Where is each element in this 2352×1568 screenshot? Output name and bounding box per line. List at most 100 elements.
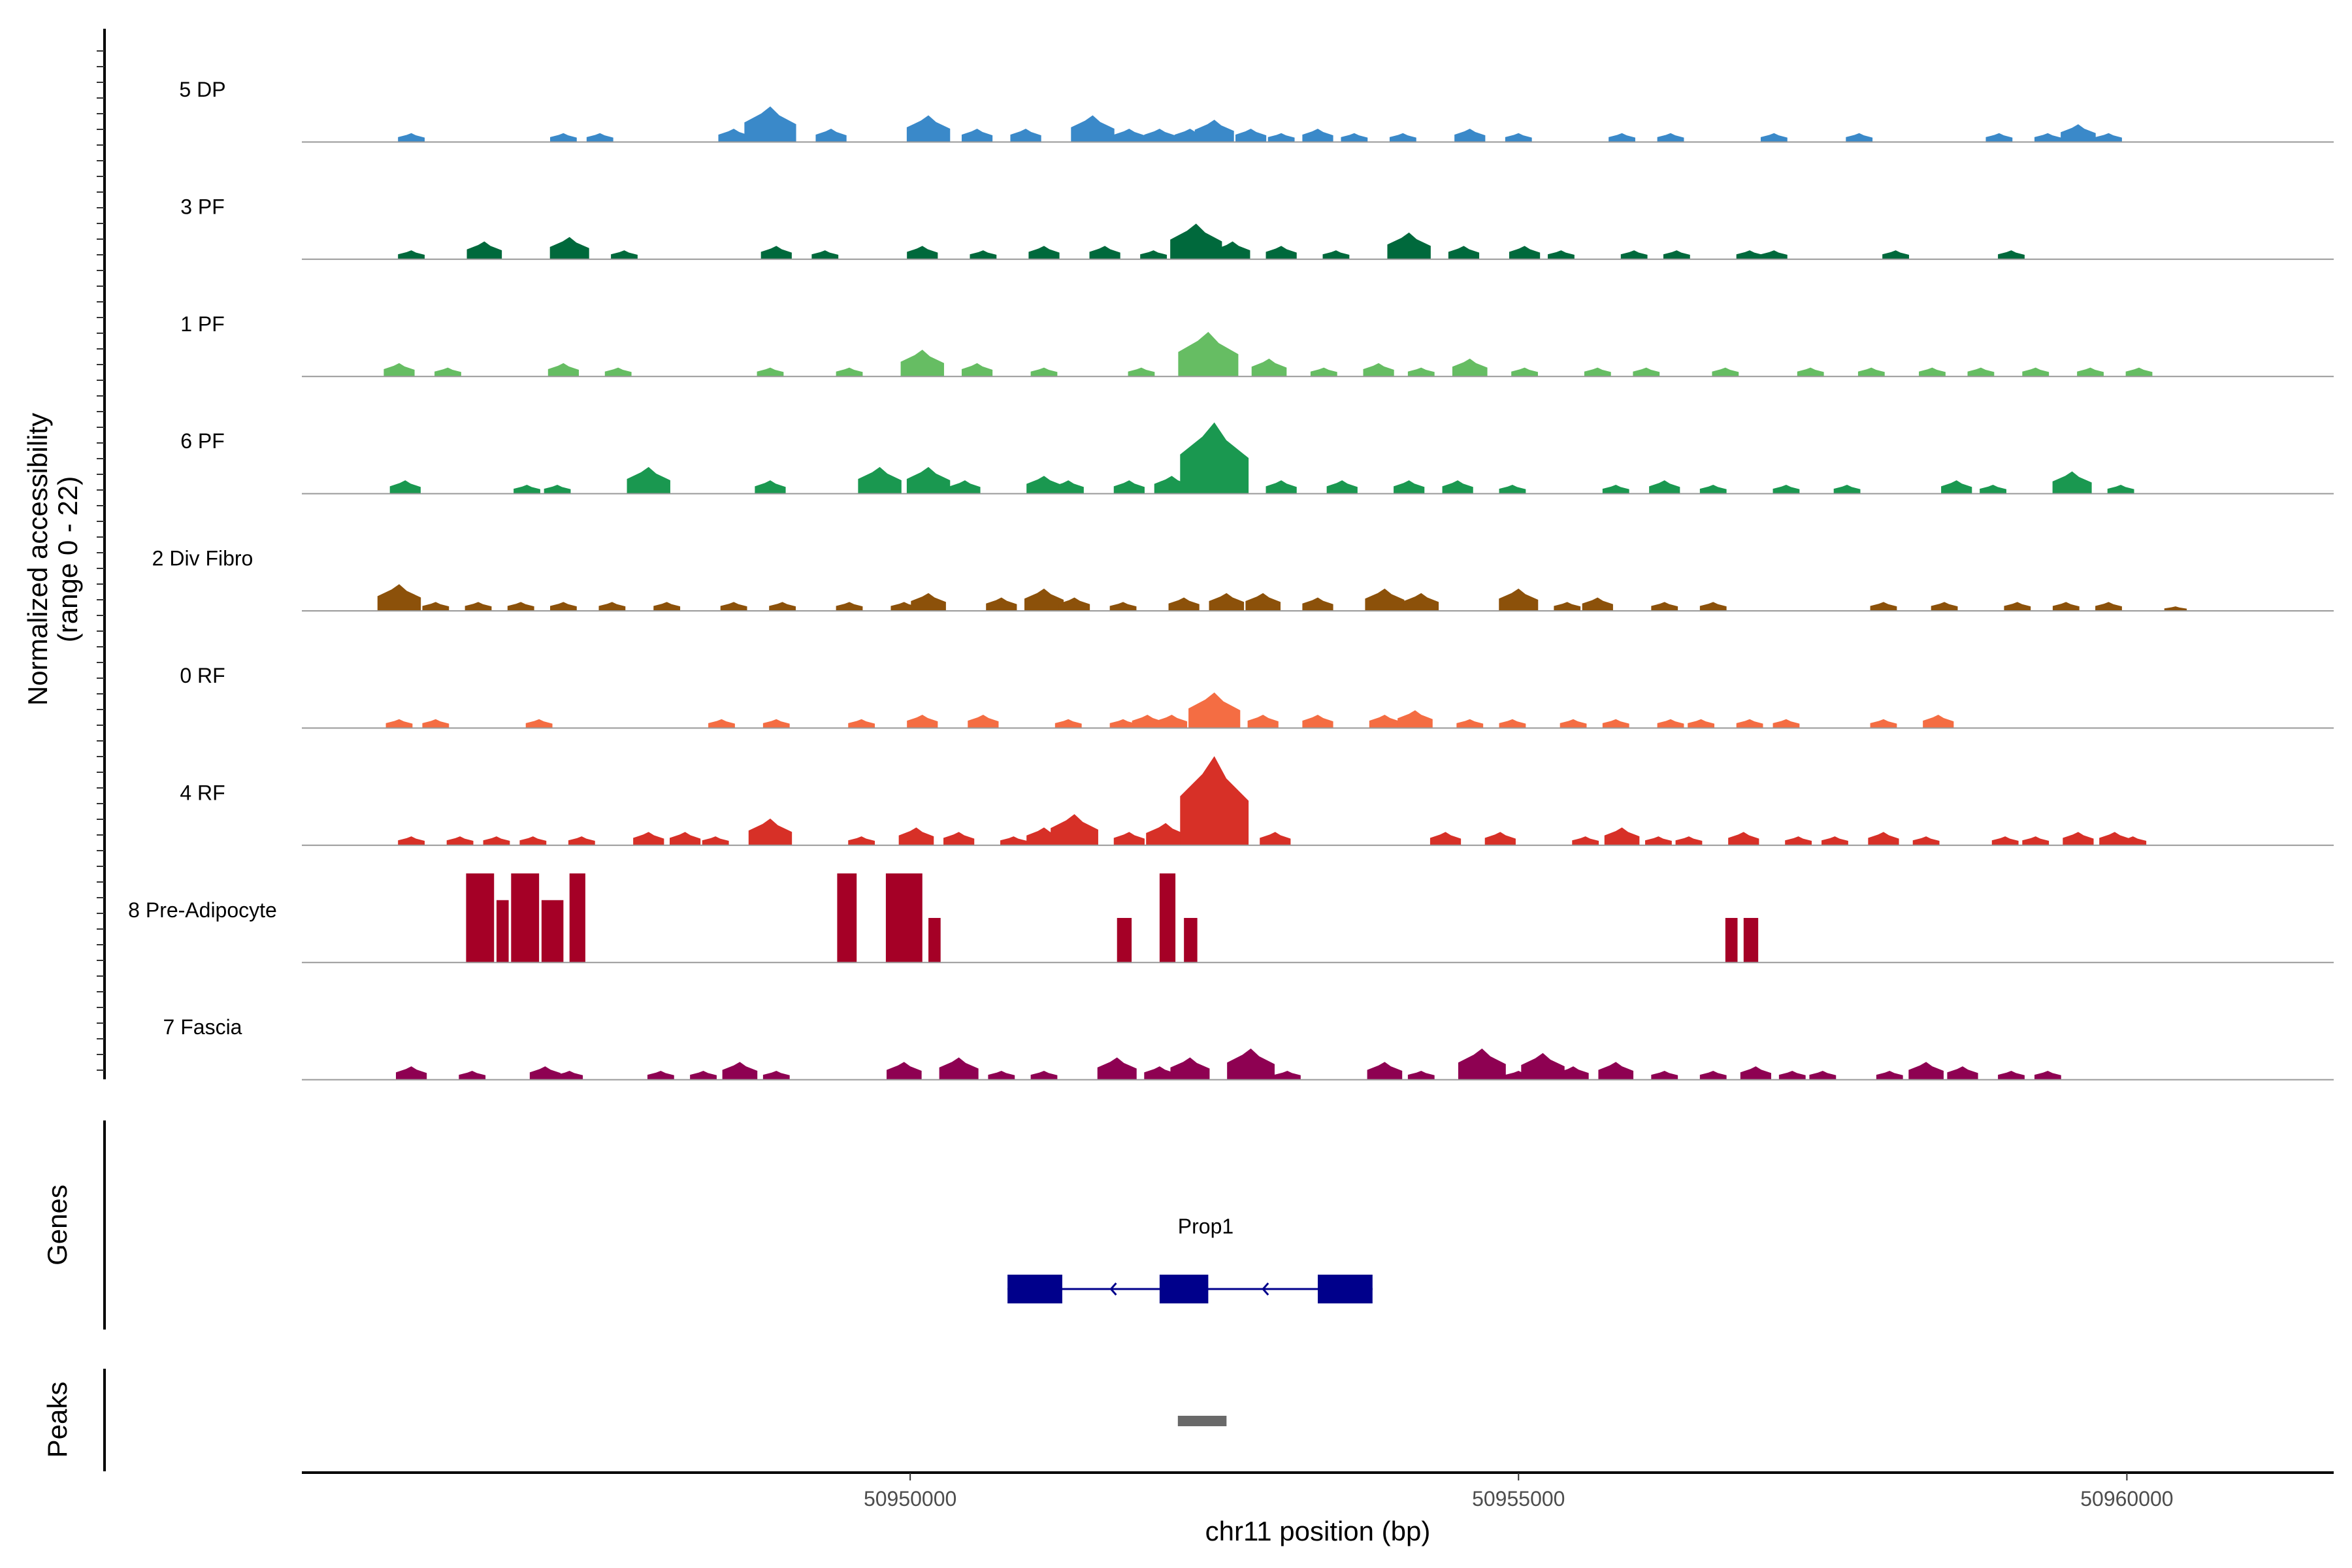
accessibility-peak — [1598, 1062, 1634, 1080]
peaks-panel: Peaks — [42, 1369, 1227, 1471]
accessibility-peak — [1058, 597, 1090, 611]
accessibility-peak — [1870, 719, 1897, 728]
accessibility-peak — [465, 602, 492, 611]
track-4-rf: 4 RF — [180, 756, 2334, 846]
accessibility-peak — [2022, 836, 2050, 845]
accessibility-peak — [1663, 250, 1690, 259]
accessibility-peak — [389, 480, 421, 494]
strand-arrow — [1262, 1282, 1269, 1296]
accessibility-peak — [1941, 480, 1972, 494]
accessibility-peak — [1209, 593, 1245, 611]
accessibility-peak — [647, 1070, 674, 1080]
y-axis-title-line1: Normalized accessibility — [22, 413, 53, 706]
accessibility-peak — [633, 832, 664, 845]
accessibility-peak — [1170, 223, 1222, 259]
accessibility-peak — [466, 241, 502, 259]
accessibility-block — [511, 873, 540, 963]
track-3-pf: 3 PF — [180, 195, 2334, 260]
accessibility-peak — [988, 1070, 1015, 1080]
accessibility-peak — [1030, 1070, 1058, 1080]
accessibility-peak — [939, 1057, 979, 1080]
accessibility-peak — [398, 133, 425, 142]
accessibility-peak — [2164, 606, 2187, 611]
accessibility-peak — [1113, 128, 1145, 142]
accessibility-peak — [1365, 588, 1405, 611]
gene-exon — [1159, 1275, 1209, 1303]
accessibility-peak — [1604, 827, 1640, 845]
accessibility-peak — [1394, 480, 1425, 494]
accessibility-peak — [1140, 250, 1167, 259]
x-tick-label: 50955000 — [1472, 1487, 1565, 1511]
accessibility-peak — [1260, 832, 1291, 845]
accessibility-peak — [1736, 250, 1763, 259]
accessibility-peak — [1109, 602, 1137, 611]
accessibility-peak — [762, 1070, 790, 1080]
accessibility-peak — [1912, 836, 1940, 845]
track-5-dp: 5 DP — [179, 78, 2334, 143]
coverage-tracks: 5 DP 3 PF 1 PF 6 PF 2 Div Fibro 0 RF 4 RF 8 Pre… — [128, 78, 2334, 1081]
accessibility-peak — [611, 250, 638, 259]
track-label: 7 Fascia — [163, 1015, 242, 1039]
accessibility-peak — [1609, 133, 1635, 142]
accessibility-peak — [1053, 480, 1084, 494]
accessibility-peak — [1760, 250, 1788, 259]
accessibility-peak — [1180, 422, 1249, 494]
accessibility-peak — [1998, 250, 2025, 259]
accessibility-peak — [858, 466, 902, 494]
accessibility-peak — [598, 602, 626, 611]
accessibility-peak — [1857, 367, 1885, 377]
accessibility-peak — [1657, 133, 1684, 142]
accessibility-peak — [422, 719, 449, 728]
accessibility-peak — [762, 719, 790, 728]
accessibility-peak — [2095, 602, 2122, 611]
track-1-pf: 1 PF — [180, 312, 2334, 378]
accessibility-peak — [848, 719, 875, 728]
accessibility-peak — [2052, 471, 2092, 494]
gene-name-label: Prop1 — [1178, 1215, 1233, 1238]
accessibility-peak — [483, 836, 510, 845]
accessibility-block — [1743, 918, 1759, 963]
gene-exon — [1318, 1275, 1373, 1303]
accessibility-peak — [1699, 484, 1727, 494]
track-label: 1 PF — [180, 312, 225, 336]
accessibility-peak — [1499, 719, 1526, 728]
accessibility-peak — [2022, 367, 2050, 377]
accessibility-peak — [1144, 128, 1175, 142]
accessibility-block — [1725, 918, 1738, 963]
accessibility-peak — [1113, 832, 1145, 845]
accessibility-peak — [549, 133, 577, 142]
accessibility-peak — [1505, 133, 1532, 142]
accessibility-peak — [986, 597, 1017, 611]
x-axis: 50950000 50955000 50960000 chr11 position … — [302, 1471, 2334, 1546]
accessibility-peak — [529, 1066, 561, 1080]
accessibility-peak — [1227, 1048, 1275, 1080]
accessibility-peak — [1113, 480, 1145, 494]
accessibility-peak — [1051, 814, 1098, 845]
accessibility-peak — [1188, 692, 1241, 728]
accessibility-peak — [446, 836, 474, 845]
accessibility-peak — [961, 128, 993, 142]
accessibility-peak — [1931, 602, 1958, 611]
accessibility-peak — [1026, 476, 1062, 494]
accessibility-peak — [720, 602, 747, 611]
accessibility-peak — [519, 836, 547, 845]
accessibility-peak — [836, 367, 863, 377]
accessibility-peak — [1274, 1070, 1301, 1080]
accessibility-peak — [744, 106, 796, 142]
accessibility-peak — [906, 115, 951, 142]
accessibility-peak — [1908, 1062, 1944, 1080]
accessibility-peak — [377, 584, 421, 611]
accessibility-peak — [1403, 593, 1439, 611]
accessibility-peak — [1097, 1057, 1137, 1080]
gene-models: Prop1 — [1007, 1215, 1373, 1303]
accessibility-peak — [1484, 832, 1516, 845]
accessibility-peak — [1429, 832, 1462, 845]
accessibility-peak — [1870, 602, 1897, 611]
accessibility-peak — [949, 480, 981, 494]
accessibility-block — [1159, 873, 1176, 963]
accessibility-peak — [2004, 602, 2031, 611]
accessibility-peak — [568, 836, 595, 845]
track-label: 3 PF — [180, 195, 225, 218]
accessibility-peak — [1740, 1066, 1772, 1080]
accessibility-block — [496, 900, 509, 963]
